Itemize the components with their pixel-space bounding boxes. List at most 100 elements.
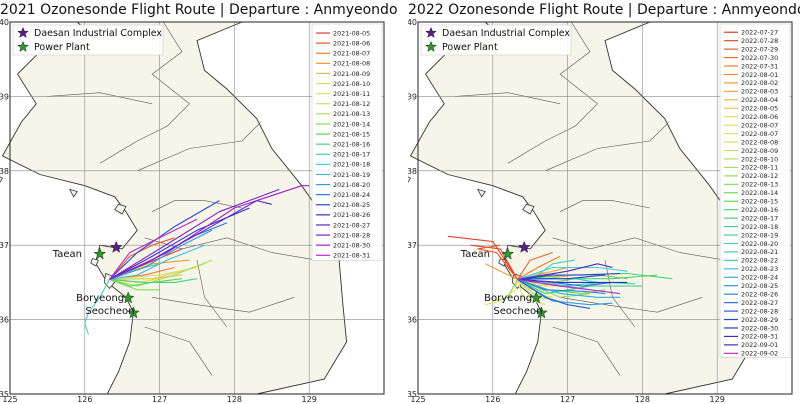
y-tick-label: 37: [408, 241, 417, 250]
legend-date-label: 2022-08-18: [741, 223, 778, 231]
legend-date-label: 2021-08-20: [333, 181, 370, 189]
flight-route: [447, 235, 518, 280]
province-border: [152, 297, 295, 313]
legend-date-label: 2022-08-15: [741, 198, 778, 206]
flight-route: [109, 237, 175, 280]
legend-date-label: 2022-08-19: [741, 231, 778, 239]
x-tick-label: 126: [485, 395, 500, 404]
x-tick-label: 128: [227, 395, 242, 404]
legend-date-label: 2021-08-24: [333, 191, 370, 199]
legend-date-label: 2021-08-06: [333, 39, 370, 47]
legend-date-label: 2022-07-29: [741, 45, 778, 53]
legend-date-label: 2021-08-15: [333, 130, 370, 138]
legend-date-label: 2022-08-23: [741, 265, 778, 273]
flight-route: [517, 255, 561, 280]
flight-route: [109, 218, 198, 280]
flight-route: [109, 259, 213, 287]
legend-date-label: 2022-08-17: [741, 214, 778, 222]
power-plant-star-icon: [121, 291, 135, 304]
flight-route: [517, 278, 628, 283]
legend-date-label: 2022-09-01: [741, 341, 778, 349]
flight-route: [492, 279, 518, 302]
flight-route: [517, 274, 606, 280]
legend-date-label: 2021-08-25: [333, 201, 370, 209]
island: [0, 176, 4, 184]
legend-date-label: 2022-07-27: [741, 29, 778, 37]
map-2021: 125 126 127 128 129 35 36 37 38 39 40 Taean Boryeong…: [0, 18, 385, 404]
power-plant-star-icon: [529, 291, 543, 304]
legend-date-label: 2022-08-12: [741, 172, 778, 180]
legend-date-label: 2022-07-30: [741, 54, 778, 62]
daesan-star-icon: [517, 240, 531, 253]
legend-date-label: 2022-08-28: [741, 307, 778, 315]
legend-date-label: 2022-08-30: [741, 324, 778, 332]
legend-date-label: 2022-08-07: [741, 121, 778, 129]
flight-route: [109, 278, 183, 287]
power-plant-star-icon: [93, 247, 107, 260]
y-tick-label: 40: [408, 18, 417, 27]
legend-date-label: 2022-08-31: [741, 333, 778, 341]
legend-date-label: 2021-08-11: [333, 90, 370, 98]
legend-date-label: 2022-07-28: [741, 37, 778, 45]
date-legend: 2022-07-272022-07-282022-07-292022-07-30…: [719, 23, 791, 358]
map-title: 2022 Ozonesonde Flight Route | Departure…: [408, 2, 800, 18]
island: [69, 188, 78, 198]
map-frame: [9, 21, 385, 395]
flight-route: [109, 244, 205, 280]
panel-2022: 2022 Ozonesonde Flight Route | Departure…: [408, 0, 800, 404]
legend-date-label: 2022-08-14: [741, 189, 778, 197]
island: [522, 203, 535, 215]
legend-date-label: 2021-08-31: [333, 252, 370, 260]
daesan-legend-star-icon: [17, 26, 29, 38]
site-label: Boryeong: [76, 293, 124, 304]
legend-label-power-plant: Power Plant: [34, 42, 90, 53]
legend-date-label: 2021-08-12: [333, 100, 370, 108]
flight-route: [517, 272, 621, 280]
land-korea: [409, 21, 756, 395]
legend-date-label: 2022-08-01: [741, 71, 778, 79]
flight-route: [517, 263, 613, 280]
flight-route: [485, 263, 518, 280]
legend-date-label: 2022-08-20: [741, 240, 778, 248]
province-border: [151, 200, 242, 212]
x-tick-label: 127: [560, 395, 575, 404]
x-tick-label: 127: [152, 395, 167, 404]
site-label: Seocheon: [85, 306, 134, 317]
daesan-legend-star-icon: [425, 26, 437, 38]
legend-date-label: 2022-07-31: [741, 62, 778, 70]
legend-date-label: 2021-08-30: [333, 241, 370, 249]
legend-date-label: 2022-08-05: [741, 105, 778, 113]
panel-2021: 2021 Ozonesonde Flight Route | Departure…: [0, 0, 398, 404]
legend-date-label: 2021-08-07: [333, 50, 370, 58]
site-legend: Daesan Industrial Complex Power Plant: [420, 24, 572, 56]
y-tick-label: 39: [408, 92, 417, 101]
province-border: [196, 260, 228, 328]
legend-date-label: 2022-08-16: [741, 206, 778, 214]
flight-route: [84, 279, 110, 335]
legend-label-daesan: Daesan Industrial Complex: [34, 28, 162, 39]
legend-date-label: 2021-08-05: [333, 29, 370, 37]
legend-label-power-plant: Power Plant: [442, 42, 498, 53]
flight-route: [517, 252, 553, 280]
power-plant-star-icon: [127, 306, 140, 319]
legend-date-label: 2022-08-29: [741, 316, 778, 324]
land-korea: [1, 21, 348, 395]
x-tick-label: 125: [410, 395, 425, 404]
province-border: [507, 21, 598, 164]
y-tick-label: 35: [0, 390, 9, 399]
province-border: [559, 200, 650, 212]
legend-date-label: 2022-08-02: [741, 79, 778, 87]
flight-route: [517, 278, 591, 309]
flight-route: [517, 278, 643, 295]
legend-date-label: 2021-08-14: [333, 120, 370, 128]
legend-date-label: 2021-08-09: [333, 70, 370, 78]
flight-route: [517, 278, 620, 298]
legend-date-label: 2022-08-26: [741, 290, 778, 298]
site-legend: Daesan Industrial Complex Power Plant: [12, 24, 164, 56]
legend-date-label: 2022-08-22: [741, 257, 778, 265]
legend-date-label: 2022-08-11: [741, 164, 778, 172]
legend-date-label: 2022-09-02: [741, 350, 778, 358]
power-plant-legend-star-icon: [425, 40, 437, 52]
province-border: [99, 21, 190, 164]
legend-date-label: 2021-08-27: [333, 221, 370, 229]
